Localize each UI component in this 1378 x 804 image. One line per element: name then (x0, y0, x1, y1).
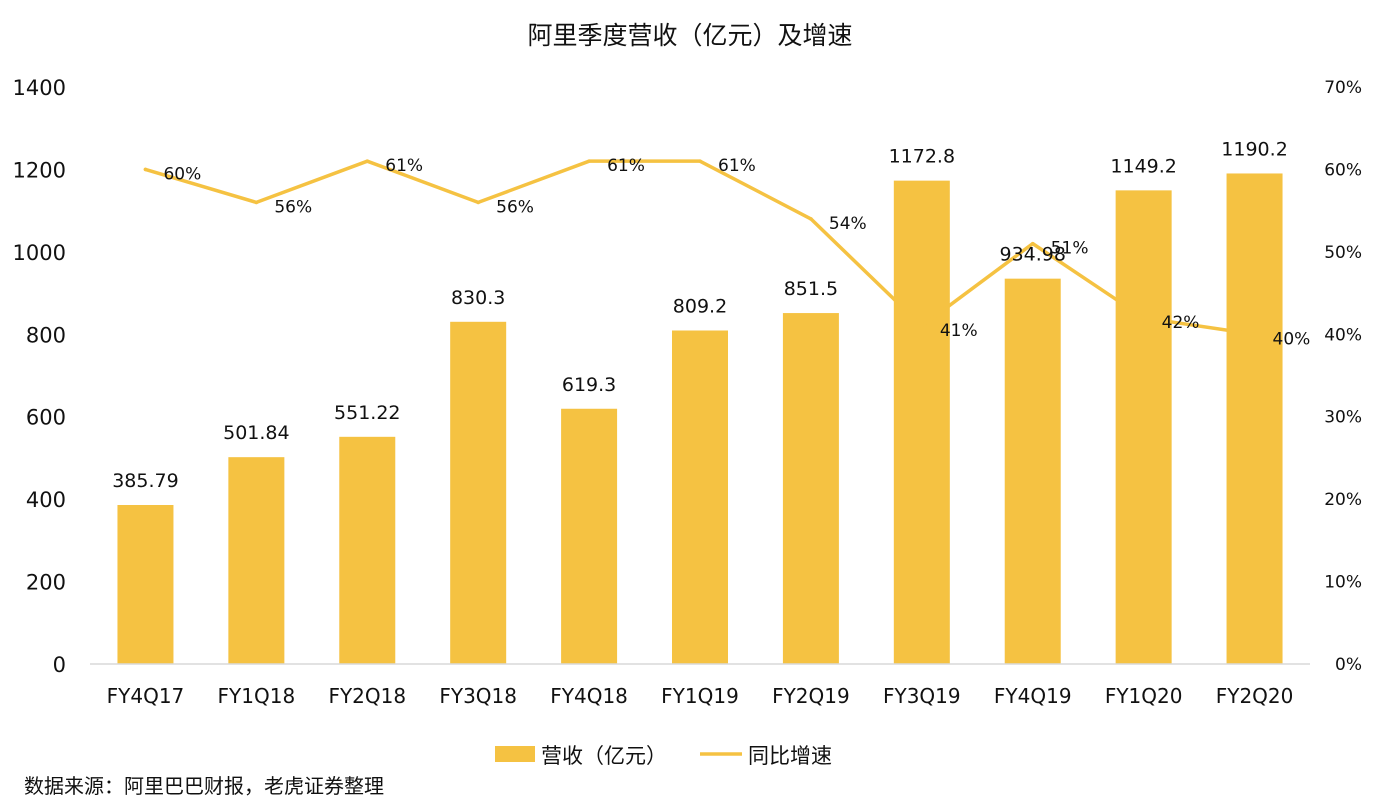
y-right-tick-label: 0% (1335, 655, 1362, 675)
growth-point (1252, 332, 1257, 337)
y-right-tick-label: 10% (1324, 573, 1362, 593)
revenue-bar-label: 851.5 (784, 278, 838, 300)
growth-point (254, 200, 259, 205)
growth-value-label: 56% (496, 197, 534, 217)
revenue-bar (117, 504, 174, 664)
x-category-label: FY3Q19 (883, 684, 961, 708)
growth-value-label: 61% (607, 156, 645, 176)
revenue-bar-label: 830.3 (451, 287, 505, 309)
x-category-label: FY4Q19 (994, 684, 1072, 708)
revenue-bar (1004, 278, 1061, 664)
revenue-bar-label: 619.3 (562, 374, 616, 396)
y-right-tick-label: 20% (1324, 490, 1362, 510)
growth-point (809, 217, 813, 221)
growth-value-label: 61% (718, 156, 756, 176)
growth-point (587, 159, 591, 163)
revenue-bar (782, 313, 839, 664)
revenue-bar-label: 551.22 (334, 402, 400, 424)
x-category-label: FY3Q18 (439, 684, 517, 708)
growth-value-label: 56% (274, 197, 312, 217)
y-left-tick-label: 800 (26, 323, 66, 347)
revenue-bar (561, 408, 618, 664)
growth-point (1030, 241, 1035, 246)
y-right-tick-label: 50% (1324, 243, 1362, 263)
revenue-bar (1115, 190, 1172, 665)
y-left-tick-label: 600 (26, 406, 66, 430)
growth-value-label: 41% (940, 321, 978, 341)
y-right-tick-label: 40% (1324, 325, 1362, 345)
bar-series (117, 173, 1283, 665)
growth-value-label: 42% (1162, 313, 1200, 333)
growth-point (143, 167, 148, 172)
growth-point (698, 159, 702, 163)
x-category-label: FY1Q20 (1105, 684, 1183, 708)
revenue-bar (672, 330, 728, 664)
growth-value-label: 60% (163, 164, 201, 184)
growth-value-label: 61% (385, 156, 423, 176)
x-category-label: FY4Q17 (107, 684, 185, 708)
revenue-bar (228, 457, 285, 664)
x-category-label: FY1Q19 (661, 684, 739, 708)
revenue-bar-label: 1172.8 (889, 146, 955, 168)
y-right-tick-label: 70% (1324, 78, 1362, 98)
legend-swatch-revenue (495, 746, 535, 762)
right-axis: 0% 10% 20% 30% 40% 50% 60% 70% (1324, 78, 1362, 675)
legend: 营收（亿元） 同比增速 (495, 744, 832, 768)
bar-value-labels: 385.79 501.84 551.22 830.3 619.3 809.2 851.5 11… (112, 138, 1288, 492)
revenue-bar (450, 321, 507, 664)
revenue-bar (893, 180, 950, 664)
revenue-bar-label: 934.98 (999, 244, 1065, 266)
growth-point (1141, 316, 1146, 320)
revenue-bar-label: 1149.2 (1110, 155, 1176, 177)
legend-label-growth: 同比增速 (748, 744, 832, 768)
category-axis: FY4Q17 FY1Q18 FY2Q18 FY3Q18 FY4Q18 FY1Q19 FY2Q… (107, 684, 1294, 708)
y-left-tick-label: 1000 (13, 241, 66, 265)
growth-value-label: 40% (1273, 329, 1311, 349)
revenue-bar (1226, 173, 1283, 664)
x-category-label: FY2Q19 (772, 684, 850, 708)
growth-point (920, 324, 924, 328)
x-category-label: FY1Q18 (218, 684, 296, 708)
growth-point (365, 159, 370, 163)
y-left-tick-label: 400 (26, 488, 66, 512)
legend-label-revenue: 营收（亿元） (541, 744, 667, 768)
revenue-bar-label: 1190.2 (1221, 138, 1287, 160)
growth-point (476, 200, 480, 205)
x-category-label: FY2Q18 (328, 684, 406, 708)
y-left-tick-label: 200 (26, 571, 66, 595)
line-series (143, 159, 1257, 337)
left-axis: 0 200 400 600 800 1000 1200 1400 (13, 76, 66, 677)
revenue-bar-label: 501.84 (223, 422, 289, 444)
growth-value-labels: 60% 56% 61% 56% 61% 61% 54% 41% 51% 42% 40% (163, 156, 1310, 349)
y-right-tick-label: 60% (1324, 160, 1362, 180)
source-note: 数据来源：阿里巴巴财报，老虎证券整理 (24, 774, 384, 798)
y-left-tick-label: 1200 (13, 158, 66, 182)
y-left-tick-label: 0 (53, 653, 66, 677)
chart-title: 阿里季度营收（亿元）及增速 (527, 21, 852, 50)
revenue-bar-label: 385.79 (112, 470, 178, 492)
x-category-label: FY2Q20 (1216, 684, 1294, 708)
growth-value-label: 54% (829, 214, 867, 234)
y-right-tick-label: 30% (1324, 408, 1362, 428)
revenue-bar-label: 809.2 (673, 295, 727, 317)
revenue-bar (339, 436, 396, 664)
y-left-tick-label: 1400 (13, 76, 66, 100)
growth-value-label: 51% (1051, 239, 1089, 259)
x-category-label: FY4Q18 (550, 684, 628, 708)
